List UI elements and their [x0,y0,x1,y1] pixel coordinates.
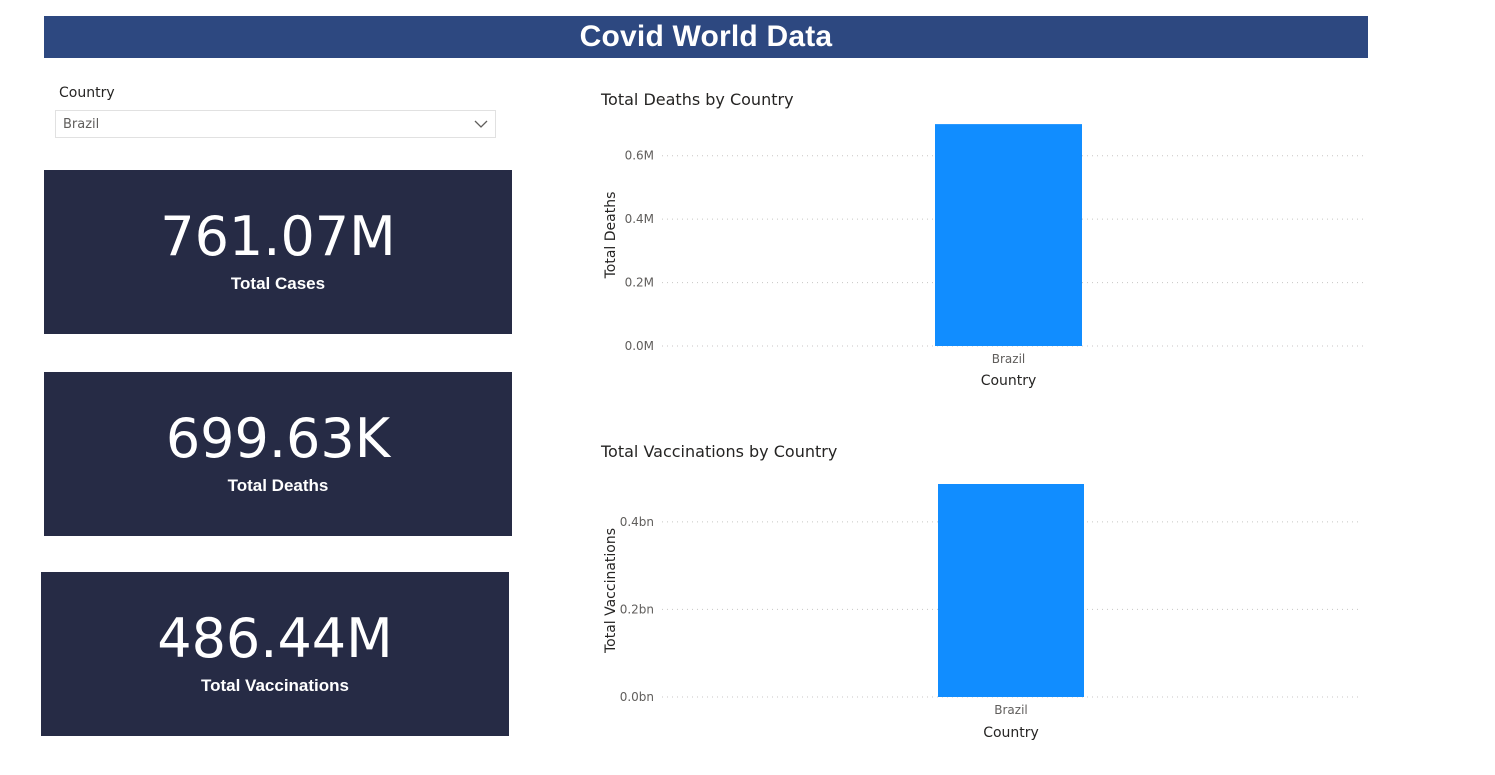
total-cases-label: Total Cases [230,274,326,293]
chevron-down-icon[interactable] [473,116,489,132]
total-vaccinations-label: Total Vaccinations [200,676,349,695]
deaths-bar-chart: 0.0M 0.2M 0.4M 0.6M Brazil Country Total Death… [603,124,1365,389]
y-tick-label: 0.4bn [620,515,654,529]
total-vaccinations-value: 486.44M [157,607,393,670]
page-title: Covid World Data [579,20,833,53]
vaccinations-chart-title: Total Vaccinations by Country [601,442,838,461]
bar-brazil[interactable] [935,124,1082,346]
y-tick-label: 0.2bn [620,602,654,616]
bar-brazil[interactable] [938,484,1084,697]
x-axis-title: Country [983,725,1039,741]
x-tick-label: Brazil [992,352,1026,366]
y-axis-title: Total Deaths [603,192,619,280]
y-tick-label: 0.6M [625,149,654,163]
total-deaths-value: 699.63K [165,407,391,470]
total-deaths-card: 699.63K Total Deaths [44,372,512,536]
country-slicer-value: Brazil [63,117,100,132]
x-axis-title: Country [981,373,1037,389]
country-slicer-label: Country [59,85,115,101]
y-tick-label: 0.0bn [620,690,654,704]
deaths-chart-title: Total Deaths by Country [601,90,794,109]
total-cases-value: 761.07M [160,205,396,268]
total-cases-card: 761.07M Total Cases [44,170,512,334]
y-tick-label: 0.2M [625,276,654,290]
x-tick-label: Brazil [994,703,1028,717]
y-axis-title: Total Vaccinations [603,528,619,654]
vaccinations-bar-chart: 0.0bn 0.2bn 0.4bn Brazil Country Total Vaccin… [603,484,1362,741]
y-tick-label: 0.0M [625,339,654,353]
country-slicer-dropdown[interactable]: Brazil [55,110,496,138]
total-vaccinations-card: 486.44M Total Vaccinations [41,572,509,736]
header-banner: Covid World Data [44,16,1368,58]
y-tick-label: 0.4M [625,212,654,226]
total-deaths-label: Total Deaths [227,476,329,495]
